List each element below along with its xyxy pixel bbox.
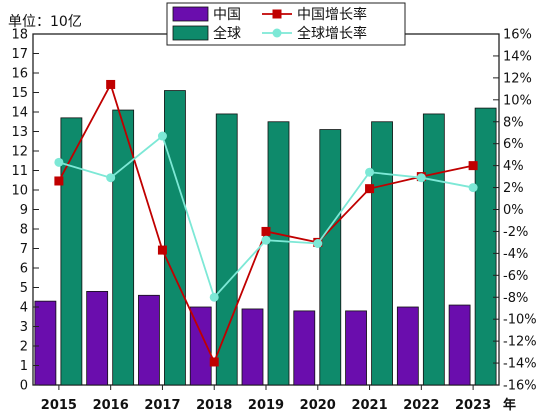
right-tick-label-12: 12% bbox=[503, 71, 532, 86]
bar-global-2022 bbox=[422, 113, 445, 386]
right-tick-label--16: -16% bbox=[503, 379, 537, 394]
point-china-growth-2017 bbox=[157, 245, 167, 255]
right-tick-label--2: -2% bbox=[503, 225, 528, 240]
point-global-growth-2018 bbox=[209, 292, 219, 302]
point-china-growth-2016 bbox=[106, 79, 116, 89]
bar-china-2018 bbox=[189, 306, 212, 386]
left-tick-label-1: 1 bbox=[20, 359, 28, 374]
x-tick-label-2017: 2017 bbox=[144, 398, 180, 413]
right-tick-label-6: 6% bbox=[503, 137, 524, 152]
point-global-growth-2023 bbox=[468, 183, 478, 193]
left-tick-label-0: 0 bbox=[20, 379, 28, 394]
x-axis: 2015 2016 2017 2018 2019 2020 2021 2022 2023 bbox=[41, 385, 491, 413]
bar-global-2015 bbox=[60, 117, 83, 386]
x-axis-suffix: 年 bbox=[503, 397, 516, 413]
right-tick-label-0: 0% bbox=[503, 203, 524, 218]
x-tick-label-2022: 2022 bbox=[403, 398, 439, 413]
legend-marker-global-growth bbox=[272, 28, 282, 38]
right-tick-label-16: 16% bbox=[503, 28, 532, 43]
bar-china-2022 bbox=[396, 306, 419, 386]
left-tick-label-18: 18 bbox=[11, 28, 28, 43]
right-tick-label-8: 8% bbox=[503, 115, 524, 130]
x-tick-label-2019: 2019 bbox=[248, 398, 284, 413]
bar-global-2018 bbox=[215, 113, 238, 386]
point-china-growth-2019 bbox=[261, 226, 271, 236]
point-global-growth-2021 bbox=[365, 167, 375, 177]
bar-china-2023 bbox=[448, 304, 471, 386]
left-tick-label-15: 15 bbox=[11, 86, 28, 101]
x-tick-label-2018: 2018 bbox=[196, 398, 232, 413]
bars bbox=[34, 90, 497, 386]
legend-label-china-growth: 中国增长率 bbox=[297, 6, 367, 23]
right-tick-label--6: -6% bbox=[503, 269, 528, 284]
left-tick-label-3: 3 bbox=[20, 320, 28, 335]
x-tick-label-2020: 2020 bbox=[300, 398, 336, 413]
right-tick-label--4: -4% bbox=[503, 247, 528, 262]
bar-china-2015 bbox=[34, 300, 57, 386]
left-tick-label-12: 12 bbox=[11, 145, 28, 160]
right-tick-label-14: 14% bbox=[503, 49, 532, 64]
bar-global-2021 bbox=[371, 121, 393, 386]
legend-swatch-china bbox=[172, 6, 209, 22]
point-global-growth-2015 bbox=[54, 157, 64, 167]
bar-china-2021 bbox=[345, 310, 367, 386]
left-tick-label-17: 17 bbox=[11, 47, 28, 62]
unit-label: 单位：10亿 bbox=[8, 14, 82, 30]
bar-global-2019 bbox=[267, 121, 290, 386]
point-global-growth-2022 bbox=[416, 173, 426, 183]
bar-china-2016 bbox=[86, 290, 109, 386]
left-tick-label-8: 8 bbox=[20, 223, 28, 238]
x-tick-label-2016: 2016 bbox=[93, 398, 129, 413]
legend-label-global: 全球 bbox=[213, 25, 241, 42]
x-tick-label-2023: 2023 bbox=[455, 398, 491, 413]
right-tick-label-2: 2% bbox=[503, 181, 524, 196]
left-tick-label-6: 6 bbox=[20, 262, 28, 277]
x-tick-label-2015: 2015 bbox=[41, 398, 77, 413]
bar-china-2019 bbox=[241, 308, 264, 386]
point-global-growth-2016 bbox=[106, 173, 116, 183]
bar-global-2016 bbox=[112, 109, 135, 386]
point-global-growth-2020 bbox=[313, 239, 323, 249]
legend-label-global-growth: 全球增长率 bbox=[297, 25, 367, 42]
point-global-growth-2019 bbox=[261, 235, 271, 245]
left-tick-label-2: 2 bbox=[20, 340, 28, 355]
point-china-growth-2021 bbox=[365, 184, 375, 194]
right-tick-label-4: 4% bbox=[503, 159, 524, 174]
left-tick-label-16: 16 bbox=[11, 67, 28, 82]
right-tick-label--8: -8% bbox=[503, 291, 528, 306]
left-tick-label-4: 4 bbox=[20, 301, 28, 316]
right-tick-label-10: 10% bbox=[503, 93, 532, 108]
legend-swatch-global bbox=[172, 25, 209, 41]
left-tick-label-5: 5 bbox=[20, 281, 28, 296]
bar-global-2023 bbox=[474, 107, 497, 386]
legend-label-china: 中国 bbox=[213, 7, 241, 23]
right-tick-label--14: -14% bbox=[503, 357, 537, 372]
bar-global-2017 bbox=[164, 90, 186, 386]
point-global-growth-2017 bbox=[157, 131, 167, 141]
point-china-growth-2018 bbox=[209, 357, 219, 367]
bar-china-2017 bbox=[138, 294, 160, 386]
growth-lines bbox=[54, 79, 478, 367]
left-tick-label-10: 10 bbox=[11, 184, 28, 199]
x-tick-label-2021: 2021 bbox=[351, 398, 387, 413]
left-tick-label-7: 7 bbox=[20, 242, 28, 257]
right-tick-label--10: -10% bbox=[503, 313, 537, 328]
left-tick-label-11: 11 bbox=[11, 164, 28, 179]
right-tick-label--12: -12% bbox=[503, 335, 537, 350]
left-tick-label-14: 14 bbox=[11, 106, 28, 121]
point-china-growth-2023 bbox=[468, 161, 478, 171]
legend-marker-china-growth bbox=[272, 9, 282, 19]
bar-global-2020 bbox=[319, 129, 342, 386]
right-axis: -16% -14% -12% -10% -8% -6% -4% -2% 0% 2% 4% 6% 8% 10… bbox=[493, 28, 537, 394]
plot-area bbox=[32, 33, 500, 386]
bar-china-2020 bbox=[293, 310, 316, 386]
left-tick-label-13: 13 bbox=[11, 125, 28, 140]
left-tick-label-9: 9 bbox=[20, 203, 28, 218]
point-china-growth-2015 bbox=[54, 176, 64, 186]
